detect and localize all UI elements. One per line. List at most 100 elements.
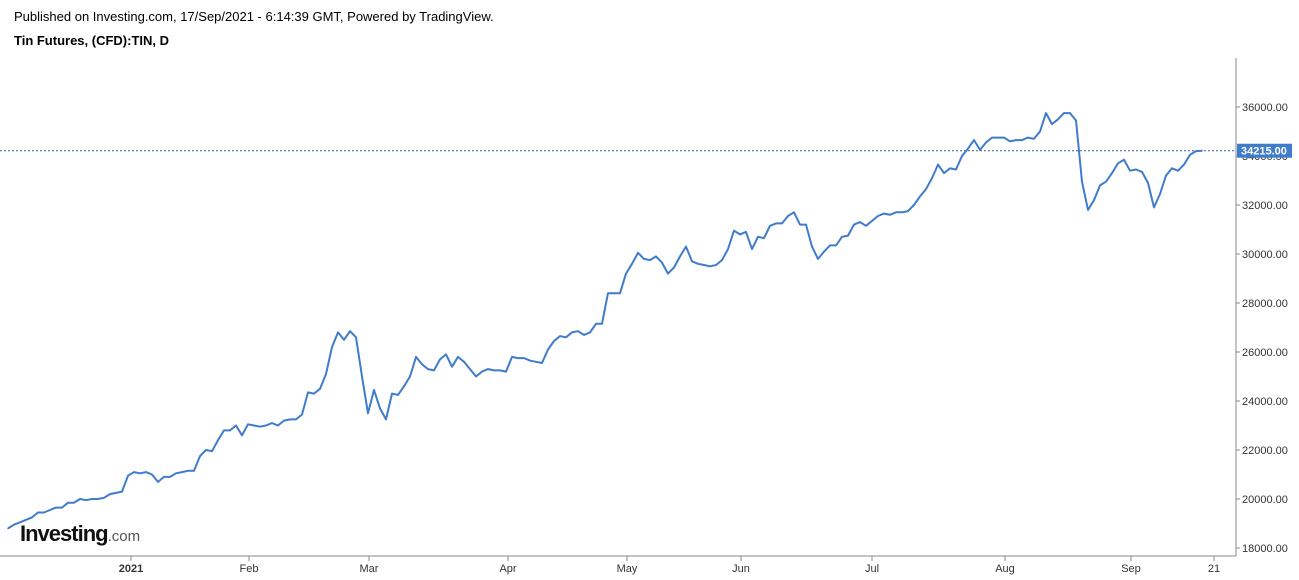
price-point [535, 361, 537, 363]
price-point [205, 449, 207, 451]
price-point [865, 225, 867, 227]
price-point [1135, 168, 1137, 171]
price-point [841, 236, 843, 238]
price-point [499, 369, 501, 372]
price-point [1075, 119, 1077, 122]
price-point [175, 472, 177, 475]
price-point [355, 336, 357, 339]
price-point [1147, 182, 1149, 184]
price-point [853, 223, 855, 226]
price-point [379, 407, 381, 410]
last-price-badge-bg [1237, 143, 1292, 158]
price-point [121, 490, 123, 493]
price-point [85, 499, 87, 502]
price-point [439, 358, 441, 361]
price-point [343, 339, 345, 341]
price-point [361, 375, 363, 378]
price-point [1051, 123, 1053, 125]
price-point [409, 375, 411, 378]
price-point [649, 259, 651, 261]
price-point [193, 470, 195, 472]
y-tick-label: 26000.00 [1242, 347, 1288, 359]
price-point [1057, 118, 1059, 121]
price-point [571, 331, 573, 334]
price-point [619, 292, 621, 295]
price-point [955, 168, 957, 171]
price-point [217, 439, 219, 442]
price-point [559, 335, 561, 337]
price-point [451, 365, 453, 368]
price-point [505, 370, 507, 373]
price-point [847, 234, 849, 237]
price-point [349, 330, 351, 333]
price-point [727, 248, 729, 250]
price-point [13, 523, 15, 526]
price-point [967, 147, 969, 150]
price-point [139, 472, 141, 475]
last-price-badge: 34215.00 [1237, 143, 1292, 158]
price-point [91, 498, 93, 500]
price-point [541, 362, 543, 364]
price-point [319, 388, 321, 390]
last-price-label: 34215.00 [1241, 146, 1287, 158]
price-point [883, 212, 885, 215]
price-point [163, 476, 165, 478]
price-point [1105, 180, 1107, 183]
price-point [565, 336, 567, 339]
price-point [157, 481, 159, 483]
price-point [493, 369, 495, 372]
price-point [1111, 172, 1113, 174]
price-point [229, 429, 231, 432]
price-point [271, 422, 273, 424]
x-tick-label: Apr [499, 563, 516, 575]
price-point [313, 392, 315, 395]
price-point [67, 501, 69, 504]
price-point [301, 413, 303, 416]
price-point [1189, 154, 1191, 156]
price-point [1177, 169, 1179, 172]
price-point [817, 258, 819, 260]
price-point [373, 389, 375, 391]
price-point [625, 272, 627, 275]
price-point [289, 418, 291, 421]
price-point [769, 225, 771, 227]
price-point [1141, 171, 1143, 173]
price-points [7, 112, 1203, 530]
price-point [337, 331, 339, 334]
price-point [127, 474, 129, 477]
price-point [1129, 169, 1131, 172]
price-point [1045, 112, 1047, 114]
price-point [973, 139, 975, 141]
price-point [49, 509, 51, 511]
price-point [487, 368, 489, 370]
price-point [31, 516, 33, 519]
price-point [733, 229, 735, 232]
price-point [133, 471, 135, 473]
published-caption: Published on Investing.com, 17/Sep/2021 … [14, 9, 494, 24]
price-point [655, 255, 657, 258]
price-point [223, 429, 225, 432]
chart-title: Tin Futures, (CFD):TIN, D [14, 33, 170, 48]
logo-tld: .com [107, 528, 141, 545]
price-point [397, 394, 399, 396]
price-point [1063, 112, 1065, 114]
price-point [259, 425, 261, 428]
price-point [673, 266, 675, 269]
x-tick-label: 2021 [119, 563, 143, 575]
price-point [1009, 140, 1011, 143]
price-point [73, 501, 75, 504]
price-point [325, 373, 327, 375]
price-point [751, 248, 753, 250]
price-point [211, 450, 213, 453]
price-point [445, 353, 447, 356]
price-point [367, 412, 369, 415]
price-point [151, 473, 153, 476]
price-point [1069, 112, 1071, 114]
price-point [889, 214, 891, 216]
price-point [523, 357, 525, 359]
price-point [403, 385, 405, 388]
investing-logo: Investing.com [20, 521, 140, 547]
price-point [277, 424, 279, 427]
price-point [997, 136, 999, 139]
